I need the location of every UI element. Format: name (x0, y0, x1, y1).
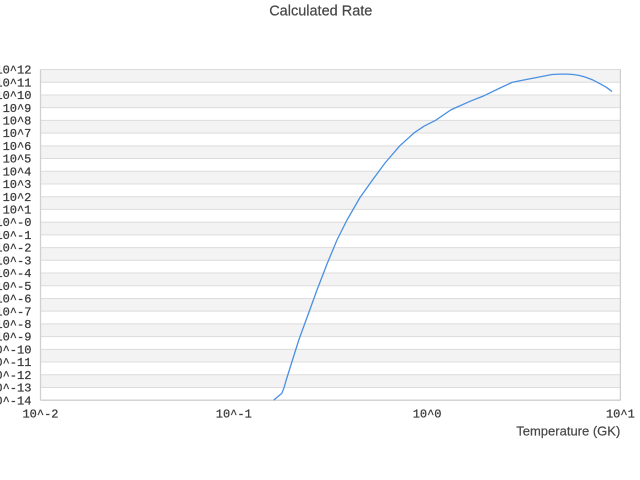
svg-text:10^5: 10^5 (3, 153, 32, 167)
svg-text:10^-13: 10^-13 (0, 382, 31, 396)
svg-text:10^-3: 10^-3 (0, 254, 31, 268)
svg-text:10^1: 10^1 (3, 204, 32, 218)
svg-text:10^12: 10^12 (0, 64, 31, 78)
svg-text:10^-1: 10^-1 (216, 408, 252, 422)
svg-text:10^6: 10^6 (3, 140, 32, 154)
svg-text:10^4: 10^4 (3, 165, 32, 179)
svg-text:10^3: 10^3 (3, 178, 32, 192)
svg-text:10^-12: 10^-12 (0, 369, 31, 383)
svg-text:10^-7: 10^-7 (0, 305, 31, 319)
svg-text:10^-14: 10^-14 (0, 394, 31, 408)
svg-text:10^-2: 10^-2 (22, 408, 58, 422)
svg-text:Temperature (GK): Temperature (GK) (516, 424, 620, 439)
svg-text:10^-5: 10^-5 (0, 280, 31, 294)
svg-text:10^1: 10^1 (606, 408, 635, 422)
svg-text:10^-10: 10^-10 (0, 343, 31, 357)
svg-text:10^-6: 10^-6 (0, 293, 31, 307)
svg-text:10^10: 10^10 (0, 89, 31, 103)
svg-text:10^2: 10^2 (3, 191, 32, 205)
svg-text:10^7: 10^7 (3, 127, 32, 141)
svg-text:10^9: 10^9 (3, 102, 32, 116)
svg-text:10^0: 10^0 (413, 408, 442, 422)
svg-text:10^-9: 10^-9 (0, 331, 31, 345)
svg-text:10^-11: 10^-11 (0, 356, 31, 370)
svg-text:10^11: 10^11 (0, 76, 31, 90)
svg-text:10^-1: 10^-1 (0, 229, 31, 243)
svg-text:Calculated Rate: Calculated Rate (269, 4, 372, 20)
svg-text:10^-4: 10^-4 (0, 267, 31, 281)
svg-text:10^8: 10^8 (3, 114, 32, 128)
svg-text:10^-0: 10^-0 (0, 216, 31, 230)
svg-text:10^-2: 10^-2 (0, 242, 31, 256)
svg-text:10^-8: 10^-8 (0, 318, 31, 332)
